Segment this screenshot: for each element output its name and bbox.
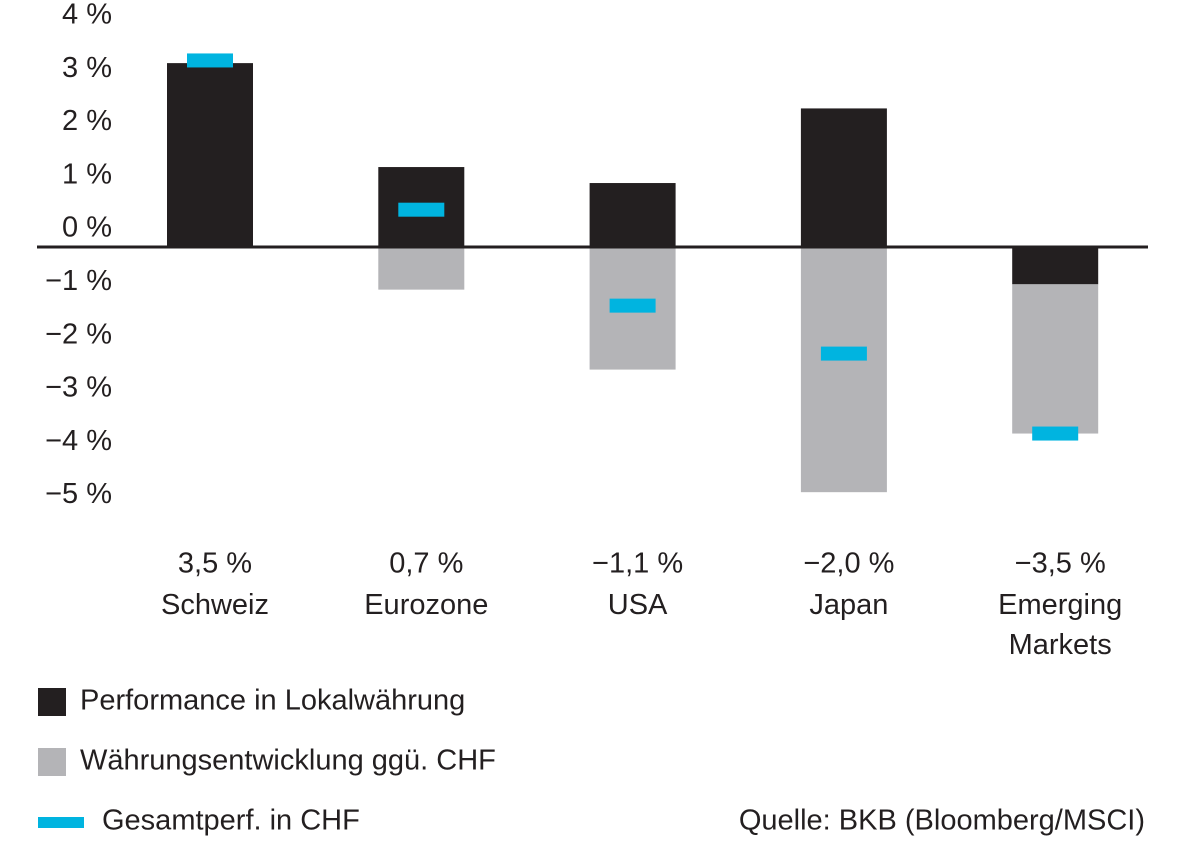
total-marker	[398, 202, 445, 217]
source: Quelle: BKB (Bloomberg/MSCI)	[739, 805, 1145, 837]
total-marker	[1032, 426, 1079, 441]
x-tick-label: Japan	[809, 589, 889, 621]
total-marker	[820, 346, 867, 361]
bar-segment	[378, 247, 465, 290]
legend-label: Währungsentwicklung ggü. CHF	[80, 745, 496, 777]
x-tick-label: Emerging Markets	[998, 589, 1123, 661]
y-tick-label: 3 %	[62, 52, 112, 84]
value-label: 0,7 %	[389, 548, 463, 580]
legend-label: Gesamtperf. in CHF	[102, 805, 360, 837]
y-tick-label: −3 %	[45, 372, 112, 404]
bar-segment	[167, 63, 253, 247]
total-marker	[187, 53, 233, 68]
x-tick-label: Eurozone	[364, 589, 489, 621]
legend-swatch	[38, 748, 66, 776]
bar-segment	[589, 183, 676, 247]
bar-segment	[800, 247, 887, 493]
y-tick-label: 1 %	[62, 158, 112, 190]
value-label: 3,5 %	[178, 548, 252, 580]
legend-label: Performance in Lokalwährung	[80, 685, 465, 717]
bar-segment	[800, 108, 887, 247]
y-tick-label: −5 %	[45, 478, 112, 510]
total-marker	[609, 298, 656, 313]
y-tick-label: 0 %	[62, 212, 112, 244]
x-tick-label: Schweiz	[161, 589, 269, 621]
y-tick-label: 4 %	[62, 0, 112, 30]
y-tick-label: −1 %	[45, 265, 112, 297]
legend-swatch	[38, 688, 66, 716]
bar-segment	[1012, 284, 1099, 434]
y-tick-label: −4 %	[45, 425, 112, 457]
value-label: −2,0 %	[803, 548, 894, 580]
value-label: −1,1 %	[592, 548, 683, 580]
y-tick-label: 2 %	[62, 105, 112, 137]
y-tick-label: −2 %	[45, 318, 112, 350]
x-tick-label: USA	[607, 589, 668, 621]
bar-segment	[1012, 247, 1099, 285]
value-label: −3,5 %	[1015, 548, 1106, 580]
legend-swatch	[38, 817, 84, 828]
